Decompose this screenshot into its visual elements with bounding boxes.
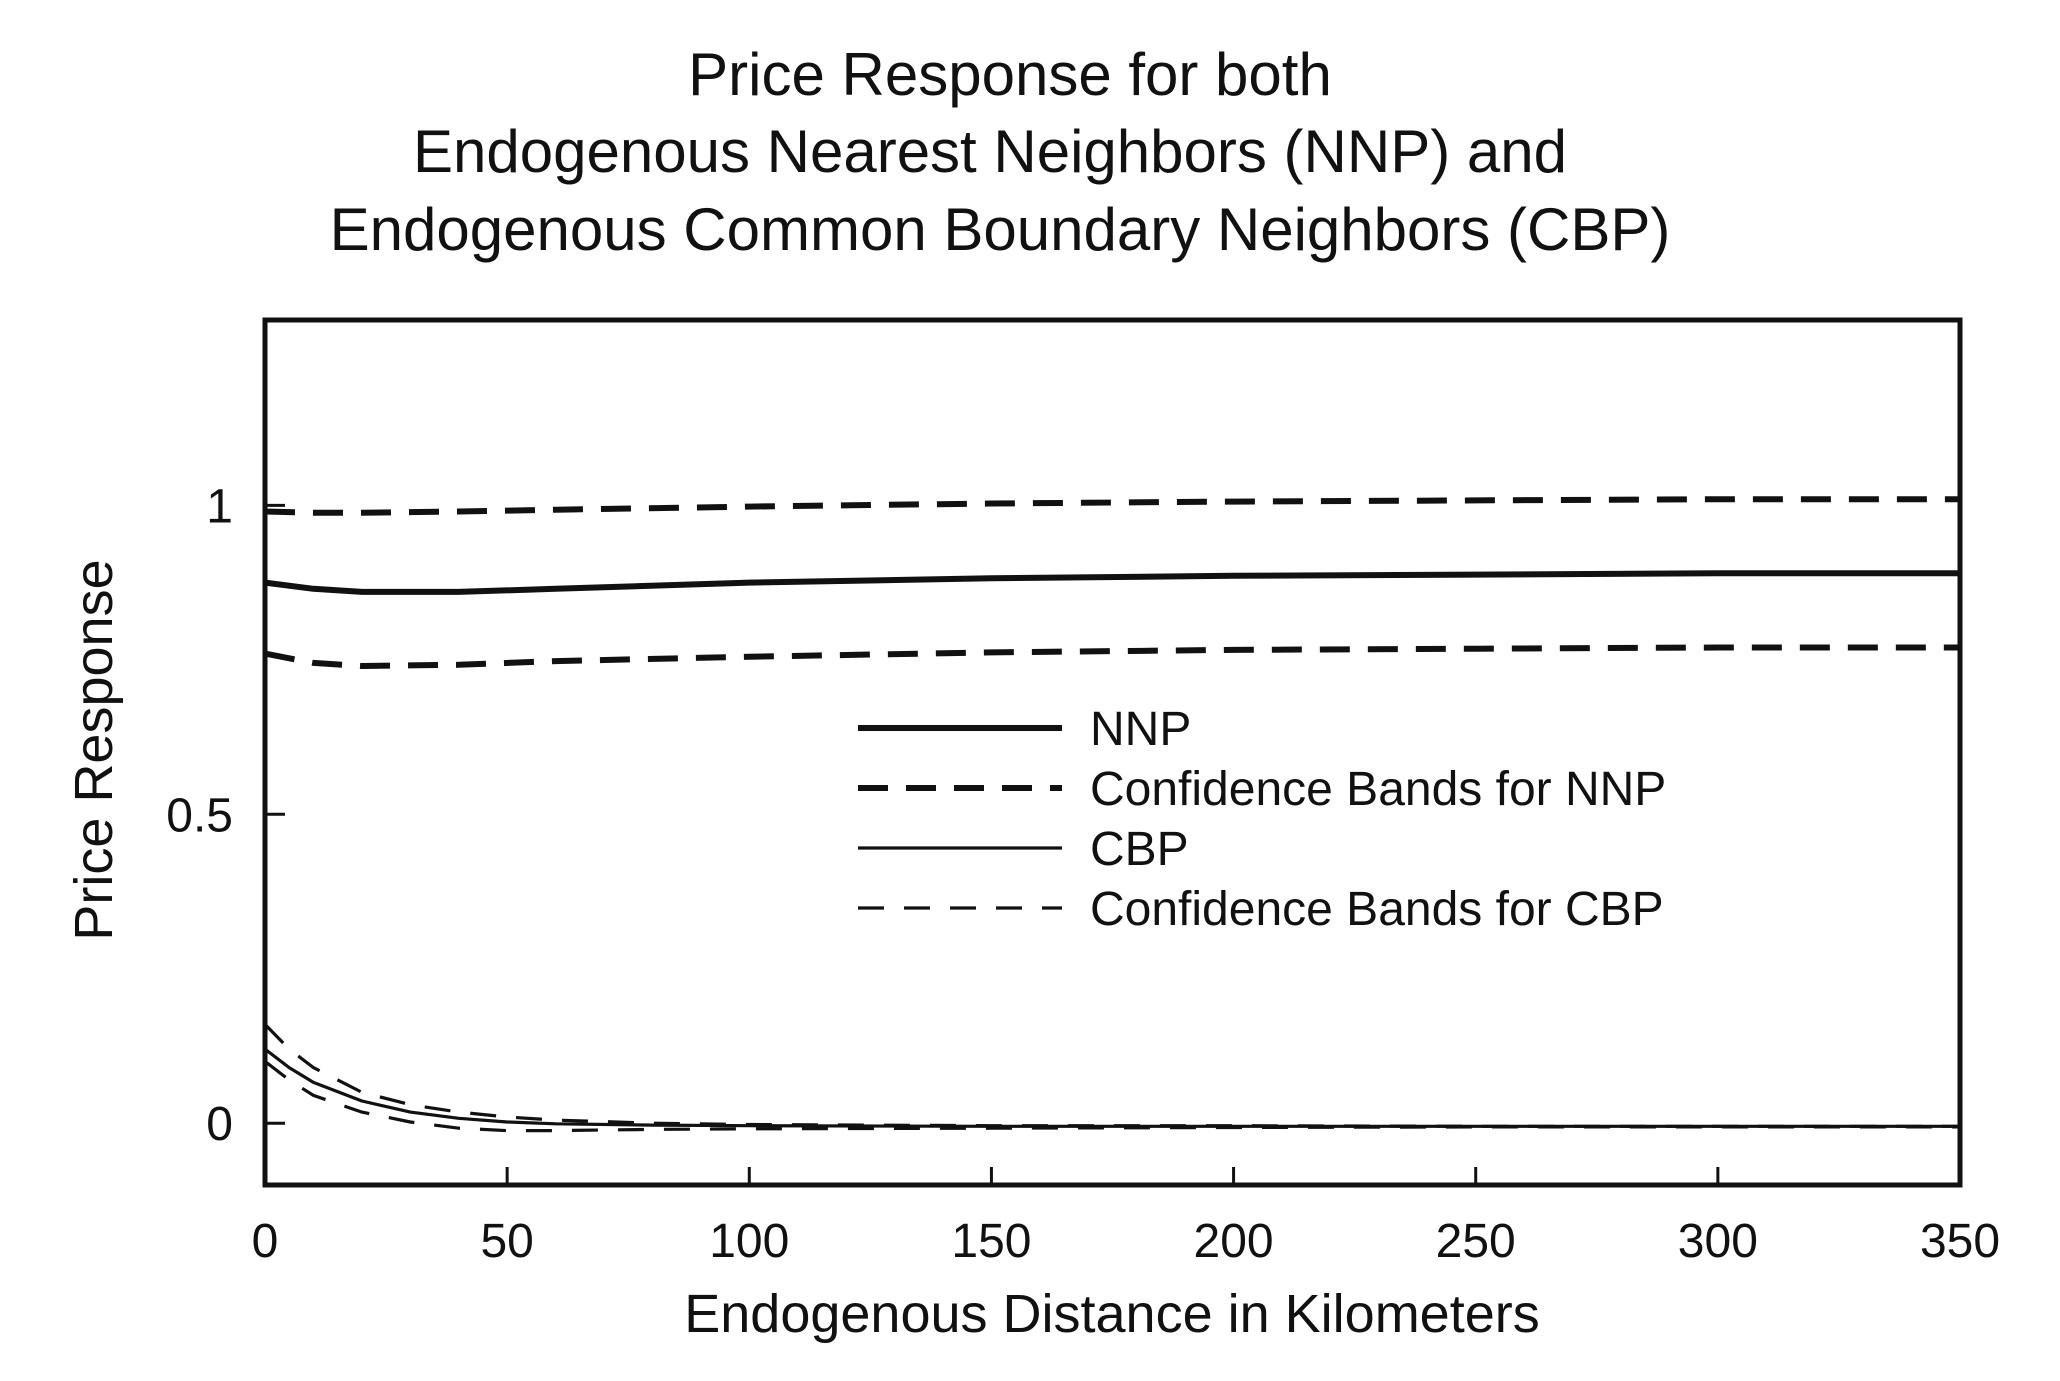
y-axis-label: Price Response: [64, 559, 124, 940]
series-lines: [263, 496, 1960, 1133]
legend-label-3: CBP: [1090, 823, 1189, 876]
x-tick-label: 200: [1194, 1215, 1274, 1268]
y-tick-label: 0: [206, 1098, 233, 1151]
y-tick-label: 0.5: [166, 789, 233, 842]
x-tick-label: 150: [951, 1215, 1031, 1268]
x-tick-label: 300: [1678, 1215, 1758, 1268]
x-axis-ticks: 0 50 100 150 200 250 300 350: [252, 1167, 2000, 1268]
legend-label-4: Confidence Bands for CBP: [1090, 883, 1664, 936]
legend-label-2: Confidence Bands for NNP: [1090, 763, 1666, 816]
chart-title-line-3: Endogenous Common Boundary Neighbors (CB…: [330, 196, 1671, 263]
y-tick-label: 1: [206, 480, 233, 533]
series-line-3: [264, 644, 1960, 669]
x-tick-label: 50: [480, 1215, 533, 1268]
x-tick-label: 350: [1920, 1215, 2000, 1268]
series-line-4: [264, 1047, 1960, 1128]
series-line-2: [264, 496, 1960, 516]
chart-title: Price Response for both Endogenous Neare…: [330, 41, 1671, 263]
x-tick-label: 250: [1436, 1215, 1516, 1268]
y-axis-ticks: 00.51: [166, 480, 285, 1151]
x-tick-label: 100: [709, 1215, 789, 1268]
plot-area-frame: [262, 317, 1963, 1188]
series-line-1: [264, 570, 1960, 595]
x-axis-label: Endogenous Distance in Kilometers: [684, 1284, 1539, 1344]
chart-title-line-2: Endogenous Nearest Neighbors (NNP) and: [413, 118, 1567, 185]
legend-label-1: NNP: [1090, 703, 1191, 756]
legend: NNP Confidence Bands for NNP CBP Confidence…: [858, 703, 1666, 936]
series-line-6: [264, 1060, 1960, 1133]
series-line-5: [263, 1023, 1960, 1128]
x-tick-label: 0: [252, 1215, 279, 1268]
chart-title-line-1: Price Response for both: [688, 41, 1332, 108]
